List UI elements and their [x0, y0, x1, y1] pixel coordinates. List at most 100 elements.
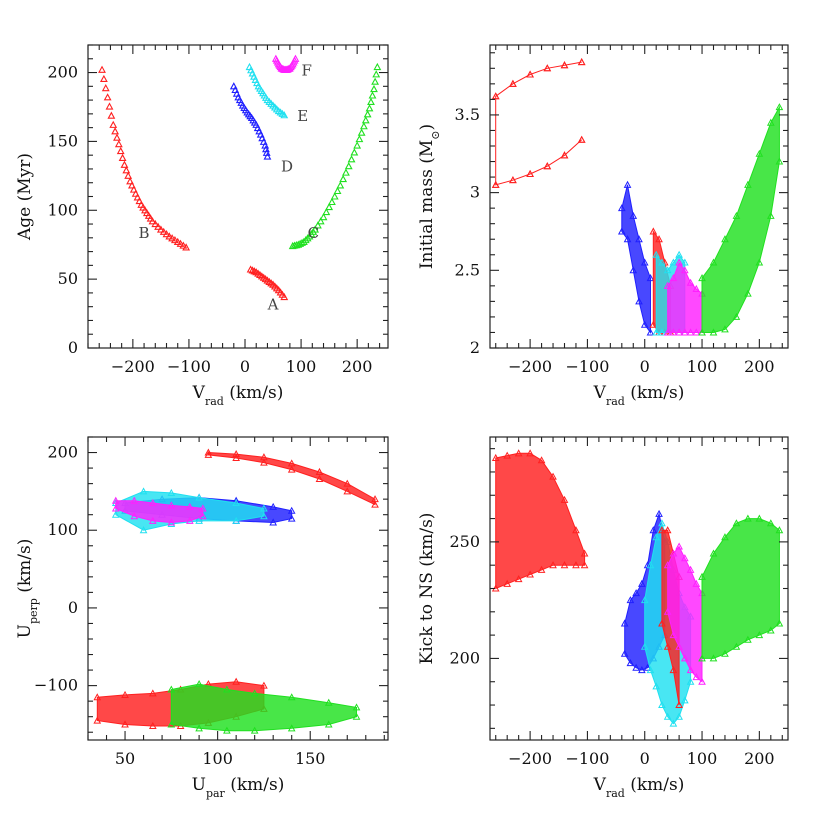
x-tick-label: 200	[342, 357, 373, 376]
data-point-B	[179, 241, 188, 249]
chart-panel-3: 50 100 150 −100 0 100 200 Upar (km/s) Uperp (km/…	[15, 436, 389, 800]
y-axis-label: Kick to NS (km/s)	[417, 513, 437, 665]
data-point	[93, 716, 102, 724]
data-point	[744, 289, 752, 297]
data-point	[250, 726, 259, 734]
data-point	[629, 266, 638, 274]
data-point	[343, 487, 352, 495]
data-point-C	[372, 70, 381, 78]
data-point-B	[148, 217, 157, 225]
data-point-C	[355, 134, 364, 143]
data-point	[167, 518, 176, 526]
data-point-C	[365, 104, 374, 112]
data-point-A	[246, 265, 255, 273]
band-blue-group	[621, 184, 651, 335]
data-point	[626, 659, 635, 667]
data-point	[649, 227, 658, 235]
data-point	[632, 589, 640, 597]
x-tick-label: 0	[640, 357, 650, 376]
data-point-B	[107, 111, 116, 119]
data-point-B	[101, 84, 110, 92]
annotation-C: C	[308, 224, 319, 242]
data-point	[652, 328, 661, 336]
data-point	[560, 495, 569, 503]
data-point	[709, 258, 718, 266]
data-point	[675, 542, 683, 550]
plot-frame	[489, 44, 789, 349]
data-point-B	[103, 93, 112, 101]
data-point	[669, 258, 678, 266]
y-tick-label: −100	[34, 676, 78, 695]
data-point	[766, 626, 775, 634]
data-point	[543, 64, 552, 72]
data-point-C	[353, 141, 362, 149]
band-green-group	[701, 105, 780, 333]
data-point	[732, 312, 741, 320]
data-point	[223, 726, 231, 734]
data-point	[503, 579, 512, 587]
annotation-E: E	[297, 107, 308, 125]
data-point	[186, 516, 194, 524]
data-point-B	[165, 232, 174, 240]
data-point	[669, 549, 678, 557]
chart-panel-1: −200 −100 0 100 200 0 50 100 150 200 Vrad (km/s) Ag…	[15, 44, 389, 408]
y-tick-label: 200	[449, 648, 480, 667]
data-point-B	[131, 189, 140, 197]
x-tick-label: −100	[565, 749, 609, 768]
data-point-B	[113, 133, 121, 141]
data-point-C	[359, 122, 368, 130]
data-point	[663, 561, 672, 569]
data-point-C	[301, 235, 310, 244]
data-point	[658, 526, 666, 534]
data-point-C	[299, 237, 308, 245]
data-point	[698, 328, 706, 336]
data-point	[232, 498, 240, 507]
data-point	[775, 619, 784, 627]
y-tick-label: 250	[449, 532, 480, 551]
annotation-F: F	[301, 61, 311, 79]
data-point-C	[336, 181, 345, 189]
data-point	[526, 169, 534, 177]
x-tick-label: 150	[295, 749, 326, 768]
band-red-group	[495, 452, 586, 590]
data-point	[111, 496, 120, 504]
y-tick-label: 200	[47, 63, 78, 82]
data-point	[675, 258, 683, 266]
data-point	[709, 654, 718, 662]
data-point-C	[361, 116, 370, 124]
data-point-B	[126, 177, 134, 185]
x-tick-label: 0	[240, 357, 250, 376]
data-point	[148, 689, 157, 697]
x-axis-label: Upar (km/s)	[192, 775, 285, 800]
data-point	[148, 721, 157, 730]
data-point	[663, 607, 672, 615]
data-point	[669, 631, 678, 639]
data-point	[195, 680, 203, 688]
data-point	[260, 681, 268, 689]
data-point	[669, 666, 678, 674]
data-point-B	[159, 227, 168, 235]
data-point	[287, 514, 296, 522]
data-point	[560, 561, 569, 569]
data-point	[635, 235, 643, 243]
x-tick-label: 0	[640, 749, 650, 768]
data-point	[775, 103, 784, 111]
annotation-A: A	[267, 295, 279, 313]
data-point-B	[170, 235, 179, 244]
data-point-C	[333, 186, 342, 195]
data-point-B	[122, 166, 131, 174]
data-point-B	[129, 185, 138, 193]
data-point	[560, 61, 569, 69]
data-point	[526, 70, 534, 78]
data-point	[669, 328, 678, 336]
data-point	[681, 328, 689, 336]
band-green-lower-band	[170, 683, 357, 732]
data-point	[646, 328, 655, 336]
data-point	[232, 677, 240, 685]
data-point	[514, 449, 523, 457]
data-point	[204, 450, 213, 458]
annotation-B: B	[139, 224, 150, 242]
data-point-C	[368, 91, 377, 99]
data-point-B	[173, 237, 182, 245]
